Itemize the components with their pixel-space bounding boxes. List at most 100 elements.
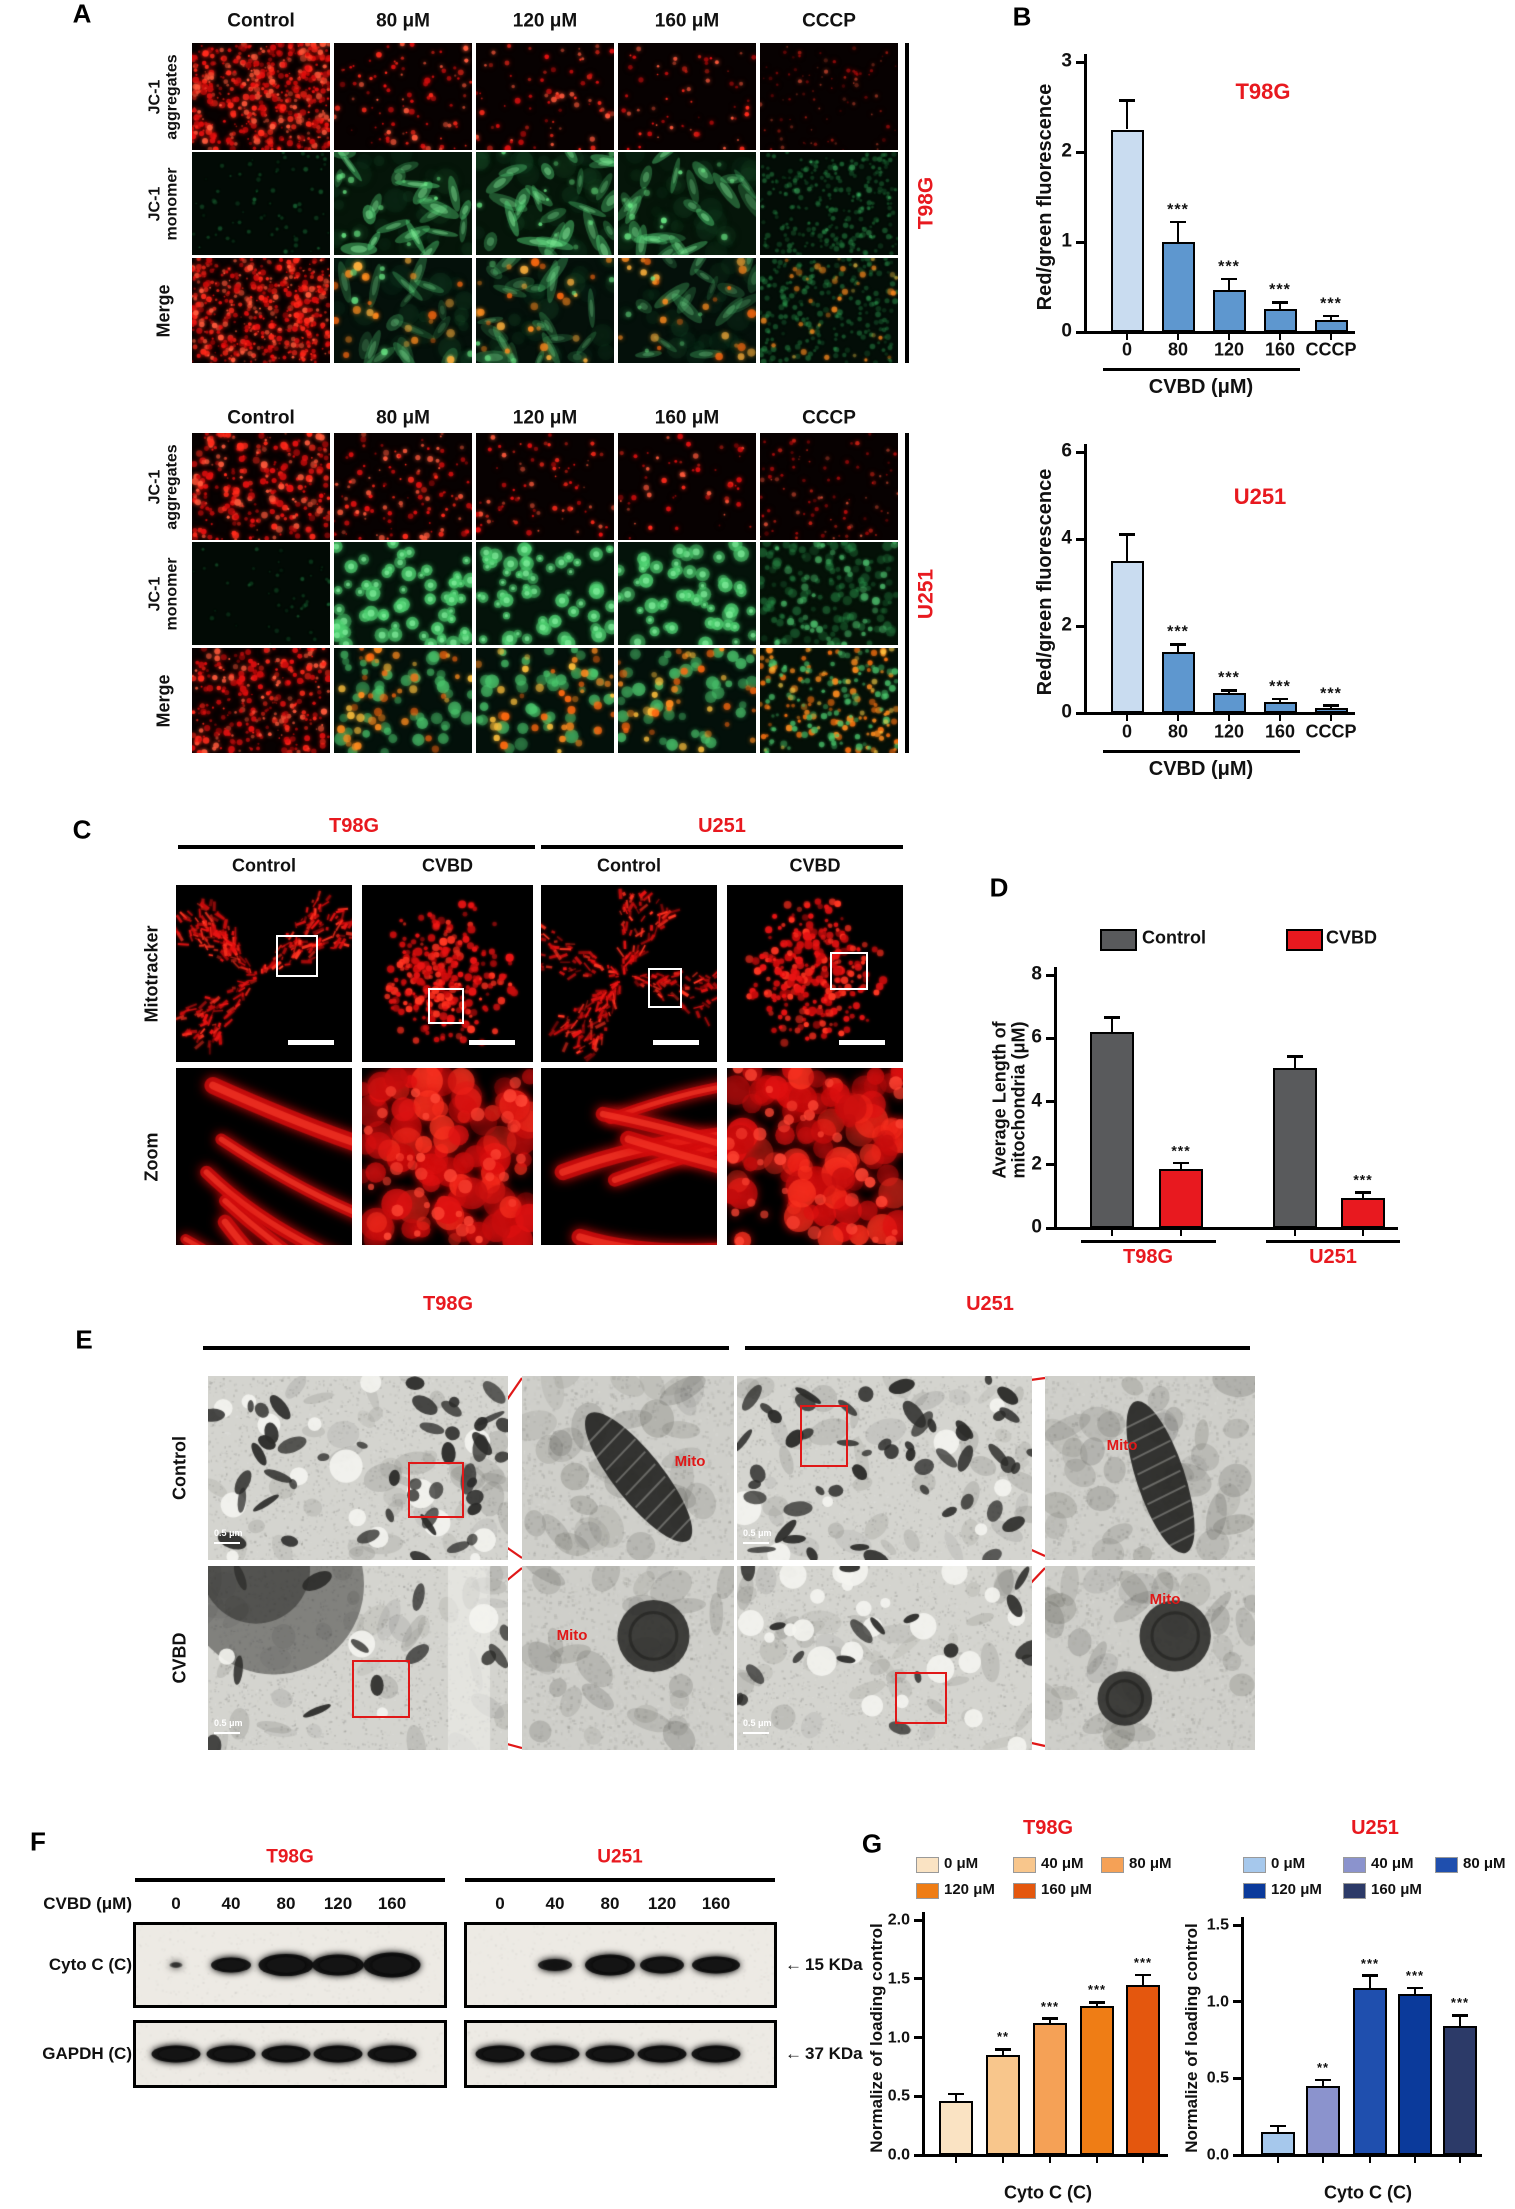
panel-c-label: C <box>72 814 92 845</box>
x-category-label: 80 <box>1167 339 1189 360</box>
error-bar-cap <box>1119 533 1135 536</box>
micrograph-tile <box>192 152 330 255</box>
error-bar-cap <box>1323 704 1339 707</box>
cell-line-label: U251 <box>914 568 938 620</box>
blot-canvas <box>136 2023 444 2085</box>
cell-line-header: T98G <box>328 815 380 838</box>
significance-stars: *** <box>1320 295 1342 313</box>
x-tick <box>954 2155 958 2163</box>
inset-box <box>830 952 868 990</box>
column-header: 120 μM <box>512 10 578 32</box>
x-group-underline <box>1103 750 1300 753</box>
group-label: T98G <box>1122 1246 1174 1269</box>
y-tick-label: 1.5 <box>887 1970 910 1988</box>
mitotracker-image <box>541 885 717 1062</box>
data-bar <box>1159 1169 1203 1228</box>
micrograph-tile <box>476 43 614 150</box>
legend-label: CVBD <box>1326 927 1378 948</box>
legend-swatch <box>1343 1857 1366 1873</box>
scale-bar <box>288 1040 334 1045</box>
significance-stars: *** <box>1167 623 1189 641</box>
legend-label: 80 μM <box>1129 1854 1172 1872</box>
kda-label: ← 15 KDa <box>785 1955 863 1974</box>
data-bar <box>1126 1984 1160 2155</box>
inset-box <box>276 935 318 977</box>
significance-stars: *** <box>1405 1967 1425 1983</box>
legend-label: 40 μM <box>1041 1854 1084 1872</box>
error-bar-stem <box>1176 222 1180 242</box>
error-bar-stem <box>1179 1163 1183 1170</box>
cell-line-header: U251 <box>966 1293 1014 1316</box>
inset-box <box>648 968 682 1008</box>
column-header: 120 μM <box>512 407 578 429</box>
legend-label: 80 μM <box>1463 1854 1506 1872</box>
column-header: CCCP <box>802 10 856 32</box>
header-underline <box>465 1878 775 1882</box>
x-category-label: 160 <box>1264 721 1296 742</box>
x-axis <box>1055 1226 1398 1230</box>
y-tick <box>1076 624 1085 628</box>
error-bar-stem <box>1125 100 1129 130</box>
legend-swatch <box>1243 1857 1266 1873</box>
error-bar-cap <box>948 2092 964 2096</box>
x-tick <box>1458 2155 1462 2163</box>
y-axis-label: Red/green fluorescence <box>1034 83 1057 311</box>
x-tick <box>1176 713 1180 721</box>
significance-stars: ** <box>996 2029 1010 2045</box>
x-tick <box>1413 2155 1417 2163</box>
data-bar <box>1306 2086 1340 2155</box>
chart-title: U251 <box>1233 484 1287 510</box>
data-bar <box>1033 2023 1067 2155</box>
scale-bar <box>839 1040 885 1045</box>
blot-canvas <box>467 1925 774 2005</box>
legend-label: 120 μM <box>944 1880 995 1898</box>
header-underline <box>203 1346 729 1350</box>
x-tick <box>1125 713 1129 721</box>
y-tick <box>914 1977 923 1981</box>
dose-label: 120 <box>323 1893 353 1913</box>
micrograph-tile <box>192 648 330 753</box>
micrograph-tile <box>334 648 472 753</box>
em-image <box>737 1376 1032 1560</box>
y-tick <box>1233 2076 1242 2080</box>
y-axis <box>1053 967 1057 1230</box>
data-bar <box>1398 1994 1432 2155</box>
column-header: 80 μM <box>376 10 430 32</box>
y-axis <box>1083 54 1087 334</box>
error-bar-cap <box>1042 2017 1058 2020</box>
x-tick <box>1001 2155 1005 2163</box>
mitotracker-image <box>362 885 533 1062</box>
x-tick <box>1329 332 1333 340</box>
mito-annotation: Mito <box>674 1452 706 1470</box>
legend-swatch <box>1100 929 1137 951</box>
scale-bar <box>653 1040 699 1045</box>
x-category-label: 0 <box>1121 339 1133 360</box>
x-tick <box>1176 332 1180 340</box>
data-bar <box>1110 129 1144 332</box>
y-tick <box>1046 973 1055 977</box>
row-label: Control <box>169 1436 190 1500</box>
micrograph-tile <box>192 43 330 150</box>
y-axis-label: Normalize of loading control <box>866 1923 886 2153</box>
kda-value: 37 KDa <box>805 2043 863 2063</box>
error-bar-stem <box>1110 1017 1114 1032</box>
significance-stars: *** <box>1450 1995 1470 2011</box>
error-bar-cap <box>1362 1974 1378 1977</box>
y-tick <box>1076 711 1085 715</box>
em-zoom-image <box>1045 1376 1255 1560</box>
blot-canvas <box>467 2023 774 2085</box>
error-bar-stem <box>1176 644 1180 653</box>
group-underline <box>1266 1240 1400 1243</box>
x-tick <box>1278 713 1282 721</box>
significance-stars: ** <box>1316 2059 1330 2075</box>
y-tick-label: 6 <box>1031 1026 1042 1048</box>
y-tick <box>914 2036 923 2039</box>
y-tick-label: 0.5 <box>1206 2069 1229 2087</box>
micrograph-tile <box>760 542 898 645</box>
y-tick-label: 1.0 <box>1206 1993 1229 2011</box>
dose-label: 160 <box>377 1893 407 1913</box>
error-bar-stem <box>1293 1056 1297 1069</box>
error-bar-stem <box>1227 690 1231 694</box>
mitotracker-image <box>176 885 352 1062</box>
error-bar-stem <box>1141 1975 1145 1985</box>
